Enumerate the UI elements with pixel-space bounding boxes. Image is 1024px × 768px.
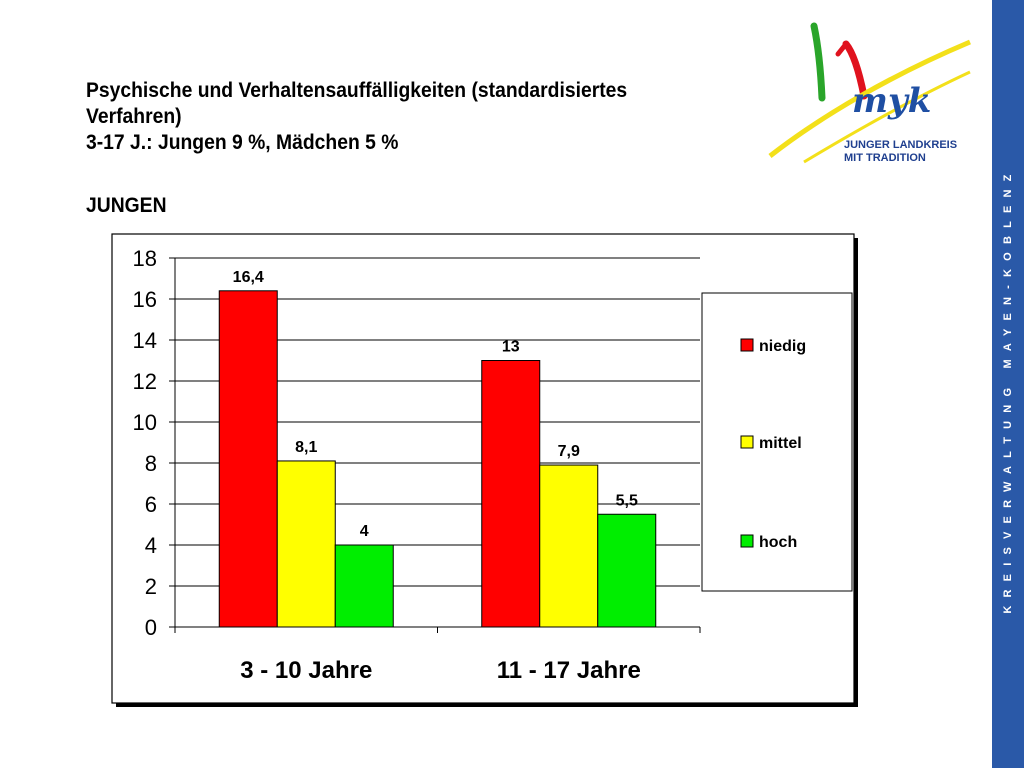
y-tick-label: 12 [133,369,157,394]
sidebar-band: KREISVERWALTUNG MAYEN-KOBLENZ [992,0,1024,768]
y-tick-label: 10 [133,410,157,435]
y-tick-label: 4 [145,533,157,558]
legend-swatch-hoch [740,534,754,548]
myk-logo: myk JUNGER LANDKREIS MIT TRADITION [768,22,971,164]
legend-swatch-niedig [740,338,754,352]
logo-text-line2: MIT TRADITION [844,152,926,164]
legend-label-hoch: hoch [759,534,797,551]
y-tick-label: 14 [133,328,157,353]
legend-label-niedig: niedig [759,338,806,355]
logo-text-line1: JUNGER LANDKREIS [844,139,957,151]
y-tick-label: 6 [145,492,157,517]
slide-title: Psychische und Verhaltensauffälligkeiten… [86,78,712,156]
y-tick-label: 2 [145,574,157,599]
bar-mittel-1 [276,460,336,628]
y-tick-label: 18 [133,246,157,271]
data-label: 7,9 [558,443,580,460]
title-line-2: Verfahren) [86,105,182,128]
logo-script: myk [852,81,931,121]
legend-label-mittel: mittel [759,435,802,452]
y-tick-label: 8 [145,451,157,476]
data-label: 13 [502,339,520,356]
slide-subtitle: JUNGEN [86,194,167,217]
x-tick-label: 3 - 10 Jahre [240,657,372,684]
bar-hoch-1 [334,544,394,628]
bar-mittel-2 [539,464,599,628]
y-tick-label: 16 [133,287,157,312]
legend-swatch-mittel [740,435,754,449]
data-label: 4 [360,523,369,540]
legend-box [701,292,853,592]
bar-niedig-1 [218,290,278,628]
data-label: 5,5 [616,492,638,509]
bar-hoch-2 [597,513,657,628]
x-tick-label: 11 - 17 Jahre [497,657,641,684]
title-line-1: Psychische und Verhaltensauffälligkeiten… [86,79,628,102]
y-tick-label: 0 [145,615,157,640]
data-label: 16,4 [233,269,264,286]
bar-niedig-2 [481,360,541,628]
data-label: 8,1 [295,439,317,456]
title-line-3: 3-17 J.: Jungen 9 %, Mädchen 5 % [86,131,399,154]
